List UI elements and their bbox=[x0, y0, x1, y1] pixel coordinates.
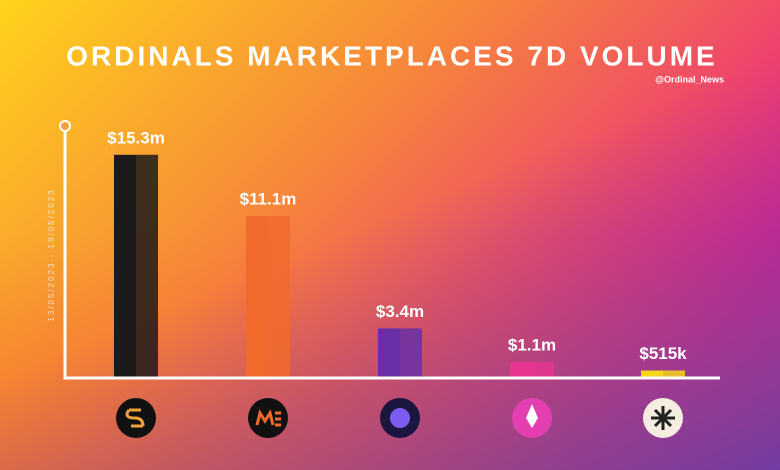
y-axis-label: 13/05/2023 - 19/05/2023 bbox=[47, 188, 56, 321]
value-label: $11.1m bbox=[240, 190, 297, 209]
icon-glyph bbox=[526, 404, 538, 428]
axis-cap bbox=[59, 120, 71, 132]
value-label: $15.3m bbox=[107, 128, 165, 147]
icon-glyph bbox=[255, 409, 281, 427]
icon-glyph bbox=[125, 408, 145, 428]
bar bbox=[510, 361, 554, 378]
value-label: $1.1m bbox=[508, 335, 556, 354]
icon-glyph bbox=[651, 406, 675, 430]
icon-glyph bbox=[390, 408, 410, 428]
value-label: $3.4m bbox=[376, 302, 424, 321]
value-label: $515k bbox=[639, 344, 687, 363]
bar bbox=[641, 370, 685, 378]
marketplace-icons bbox=[116, 398, 683, 438]
chart-title: ORDINALS MARKETPLACES 7D VOLUME bbox=[66, 40, 717, 71]
bar bbox=[246, 216, 290, 378]
chart-subtitle: @Ordinal_News bbox=[655, 74, 724, 84]
bar bbox=[114, 154, 158, 378]
bar bbox=[378, 328, 422, 378]
